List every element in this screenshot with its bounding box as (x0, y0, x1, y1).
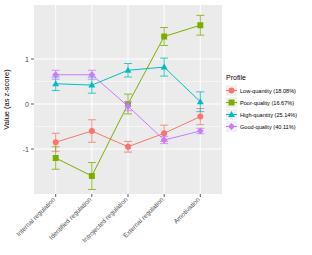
series-line (56, 75, 201, 140)
legend-key-marker (229, 100, 235, 106)
chart: -101Internal regulationIdentified regula… (0, 0, 312, 255)
legend-key-bg (226, 85, 237, 96)
legend-title: Profile (226, 74, 246, 81)
series-line (56, 117, 201, 147)
x-tick (91, 194, 92, 197)
x-tick (55, 194, 56, 197)
x-tick-label: External regulation (122, 195, 166, 239)
data-point (53, 139, 59, 145)
y-tick (31, 149, 34, 150)
data-point (197, 114, 203, 120)
data-point (197, 128, 204, 135)
data-point (197, 22, 203, 28)
data-point (161, 64, 168, 70)
error-bar (160, 28, 168, 46)
x-tick (200, 194, 201, 197)
y-tick-label: -1 (23, 146, 29, 153)
legend-key-bg (226, 97, 237, 108)
y-tick (31, 104, 34, 105)
data-point (52, 71, 59, 78)
data-point (197, 98, 204, 104)
error-bar (196, 128, 204, 133)
data-point (161, 137, 168, 144)
plot-marks (52, 15, 205, 189)
error-bar (196, 15, 204, 35)
legend-label: Poor-quality (16.67%) (240, 100, 294, 106)
error-bar (88, 120, 96, 143)
panel (34, 5, 222, 194)
error-bar (52, 70, 60, 79)
data-point (125, 67, 132, 73)
error-bar (124, 141, 132, 152)
legend-label: Good-quality (40.11%) (240, 124, 296, 130)
x-tick-label: Introjected regulation (81, 195, 130, 244)
error-bar (88, 70, 96, 79)
data-point (125, 144, 131, 150)
error-bar (88, 163, 96, 190)
error-bar (196, 92, 204, 112)
legend-key-marker (228, 111, 235, 117)
legend-label: High-quantity (25.14%) (240, 112, 297, 118)
data-point (53, 155, 59, 161)
error-bar (52, 147, 60, 170)
data-point (88, 82, 95, 88)
data-point (161, 130, 167, 136)
legend-label: Low-quantity (18.08%) (240, 88, 296, 94)
data-point (89, 128, 95, 134)
legend-key-marker (229, 88, 235, 94)
data-point (52, 80, 59, 86)
x-tick (164, 194, 165, 197)
data-point (161, 34, 167, 40)
series-line (56, 25, 201, 176)
legend-key-marker (228, 123, 235, 130)
x-tick-label: Amotivation (172, 195, 201, 224)
data-point (89, 173, 95, 179)
data-point (125, 103, 132, 110)
y-title: Value (as z-score) (2, 69, 11, 130)
legend-key-bg (226, 121, 237, 132)
y-tick (31, 59, 34, 60)
x-tick (128, 194, 129, 197)
legend-key-bg (226, 109, 237, 120)
data-point (88, 71, 95, 78)
y-tick-label: 1 (25, 56, 29, 63)
y-tick-label: 0 (25, 101, 29, 108)
series-line (56, 67, 201, 102)
